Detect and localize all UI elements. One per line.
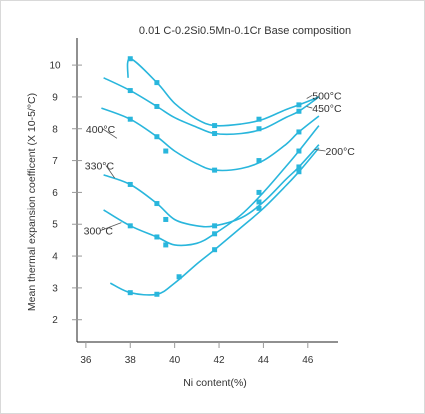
data-point-450C (154, 103, 160, 109)
y-axis-label: Mean thermal expansion coefficent (X 10-… (26, 93, 38, 311)
chart-title: 0.01 C-0.2Si0.5Mn-0.1Cr Base composition (139, 25, 351, 37)
data-point-330C (212, 223, 218, 229)
x-tick-label: 46 (302, 355, 314, 366)
data-point-200C (176, 274, 182, 280)
data-point-330C (163, 216, 169, 222)
series-label-500C: 500°C (312, 90, 342, 102)
data-point-450C (256, 126, 262, 132)
label-leader-line (306, 94, 313, 99)
series-label-450C: 450°C (312, 103, 342, 115)
series-markers (127, 56, 302, 297)
data-point-300C (212, 231, 218, 237)
x-tick-label: 40 (169, 355, 181, 366)
data-point-500C (212, 123, 218, 129)
x-tick-label: 42 (213, 355, 225, 366)
data-point-300C (154, 234, 160, 240)
data-point-200C (296, 169, 302, 175)
label-leader-line (100, 222, 122, 231)
y-tick-label: 9 (52, 92, 58, 103)
data-point-200C (212, 247, 218, 253)
data-point-500C (256, 116, 262, 122)
y-tick-label: 7 (52, 156, 58, 167)
data-point-300C (127, 223, 133, 229)
label-leader-line (105, 165, 116, 179)
data-point-200C (256, 205, 262, 211)
data-point-450C (127, 88, 133, 94)
x-axis-label: Ni content(%) (183, 377, 247, 389)
label-leader-line (306, 106, 313, 109)
label-leader-line (314, 149, 326, 152)
data-point-300C (296, 148, 302, 154)
data-point-500C (127, 56, 133, 62)
y-tick-label: 6 (52, 188, 58, 199)
x-ticks: 36 38 40 42 44 46 (80, 342, 314, 366)
data-point-330C (256, 199, 262, 205)
data-point-400C (154, 134, 160, 140)
y-tick-label: 10 (49, 61, 61, 72)
y-tick-label: 4 (52, 252, 58, 263)
series-label-330C: 330°C (85, 160, 115, 172)
data-point-400C (163, 148, 169, 154)
data-point-450C (296, 108, 302, 114)
data-point-300C (256, 189, 262, 195)
series-lines (101, 57, 320, 296)
data-point-330C (296, 164, 302, 170)
data-point-330C (127, 181, 133, 187)
x-tick-label: 36 (80, 355, 92, 366)
data-point-200C (127, 290, 133, 296)
data-point-400C (212, 167, 218, 173)
x-tick-label: 38 (125, 355, 137, 366)
data-point-330C (154, 201, 160, 207)
data-point-450C (212, 131, 218, 137)
data-point-500C (154, 80, 160, 86)
y-tick-label: 3 (52, 283, 58, 294)
series-label-400C: 400°C (86, 124, 116, 136)
axes (76, 38, 338, 343)
data-point-400C (296, 129, 302, 135)
data-point-400C (127, 116, 133, 122)
data-point-300C (163, 242, 169, 248)
data-point-400C (256, 158, 262, 164)
y-tick-label: 2 (52, 315, 58, 326)
series-label-200C: 200°C (326, 146, 356, 158)
data-point-200C (154, 291, 160, 297)
label-leader-line (102, 128, 118, 139)
x-tick-label: 44 (258, 355, 270, 366)
y-tick-label: 8 (52, 124, 58, 135)
data-point-500C (296, 102, 302, 108)
y-tick-label: 5 (52, 220, 58, 231)
y-ticks: 2 3 4 5 6 7 8 9 10 (49, 61, 82, 326)
